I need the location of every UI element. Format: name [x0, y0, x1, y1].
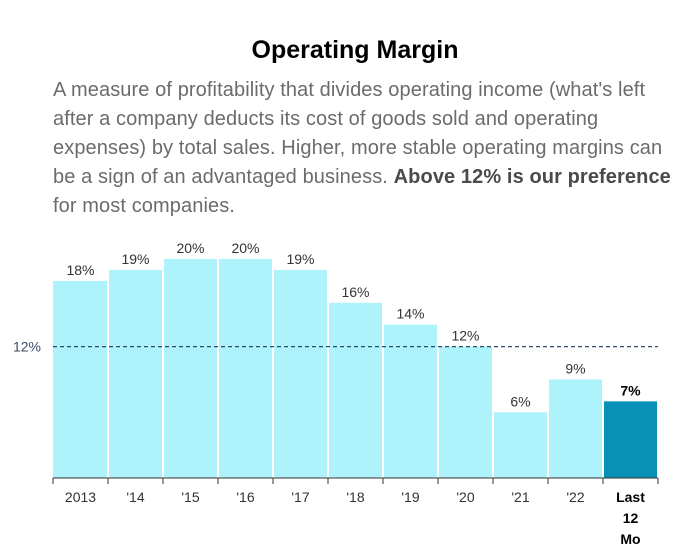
- bar-3: [219, 259, 272, 478]
- value-labels-group: 18% 19% 20% 20% 19% 16% 14% 12% 6% 9% 7%: [66, 240, 641, 409]
- value-label-9: 9%: [565, 360, 585, 376]
- tick-label-1: '14: [126, 489, 144, 505]
- tick-label-line: '17: [291, 489, 309, 505]
- value-label-2: 20%: [176, 240, 204, 256]
- reference-line-label: 12%: [13, 339, 41, 355]
- x-axis-tick-labels-group: 2013 '14 '15 '16 '17 '18 '19 '20 '21 '22 Last 12 Mo: [65, 489, 645, 547]
- tick-label-line: '21: [511, 489, 529, 505]
- tick-label-3: '16: [236, 489, 254, 505]
- tick-label-6: '19: [401, 489, 419, 505]
- tick-label-line: '20: [456, 489, 474, 505]
- value-label-5: 16%: [341, 284, 369, 300]
- tick-label-line: Last: [616, 489, 645, 505]
- tick-label-line: Mo: [620, 531, 640, 547]
- tick-label-line: '22: [566, 489, 584, 505]
- tick-label-9: '22: [566, 489, 584, 505]
- bar-9: [549, 379, 602, 478]
- tick-label-line: '14: [126, 489, 144, 505]
- value-label-0: 18%: [66, 262, 94, 278]
- bar-4: [274, 269, 327, 478]
- value-label-6: 14%: [396, 306, 424, 322]
- chart-title: Operating Margin: [251, 36, 459, 64]
- description-main: A measure of profitability that divides …: [53, 79, 663, 188]
- value-label-10: 7%: [620, 382, 641, 398]
- tick-label-4: '17: [291, 489, 309, 505]
- chart-description: A measure of profitability that divides …: [53, 76, 673, 221]
- tick-label-line: '16: [236, 489, 254, 505]
- bar-1: [109, 269, 162, 478]
- tick-label-8: '21: [511, 489, 529, 505]
- value-label-3: 20%: [231, 240, 259, 256]
- value-label-4: 19%: [286, 251, 314, 267]
- tick-label-5: '18: [346, 489, 364, 505]
- bar-5: [329, 302, 382, 478]
- bar-0: [53, 280, 107, 478]
- tick-label-line: '19: [401, 489, 419, 505]
- description-tail: for most companies.: [53, 195, 235, 217]
- bar-7: [439, 346, 492, 478]
- tick-label-line: '15: [181, 489, 199, 505]
- bar-2: [164, 259, 217, 478]
- x-axis-ticks-group: [52, 478, 659, 484]
- tick-label-0: 2013: [65, 489, 96, 505]
- bar-10: [604, 401, 657, 478]
- bar-8: [494, 412, 547, 478]
- tick-label-7: '20: [456, 489, 474, 505]
- tick-label-10: Last 12 Mo: [616, 489, 645, 547]
- value-label-7: 12%: [451, 328, 479, 344]
- tick-label-line: '18: [346, 489, 364, 505]
- bar-6: [384, 324, 437, 478]
- value-label-8: 6%: [510, 393, 530, 409]
- tick-label-line: 12: [623, 510, 639, 526]
- description-bold: Above 12% is our preference: [393, 166, 671, 188]
- value-label-1: 19%: [121, 251, 149, 267]
- bars-group: [53, 259, 657, 478]
- tick-label-2: '15: [181, 489, 199, 505]
- tick-label-line: 2013: [65, 489, 96, 505]
